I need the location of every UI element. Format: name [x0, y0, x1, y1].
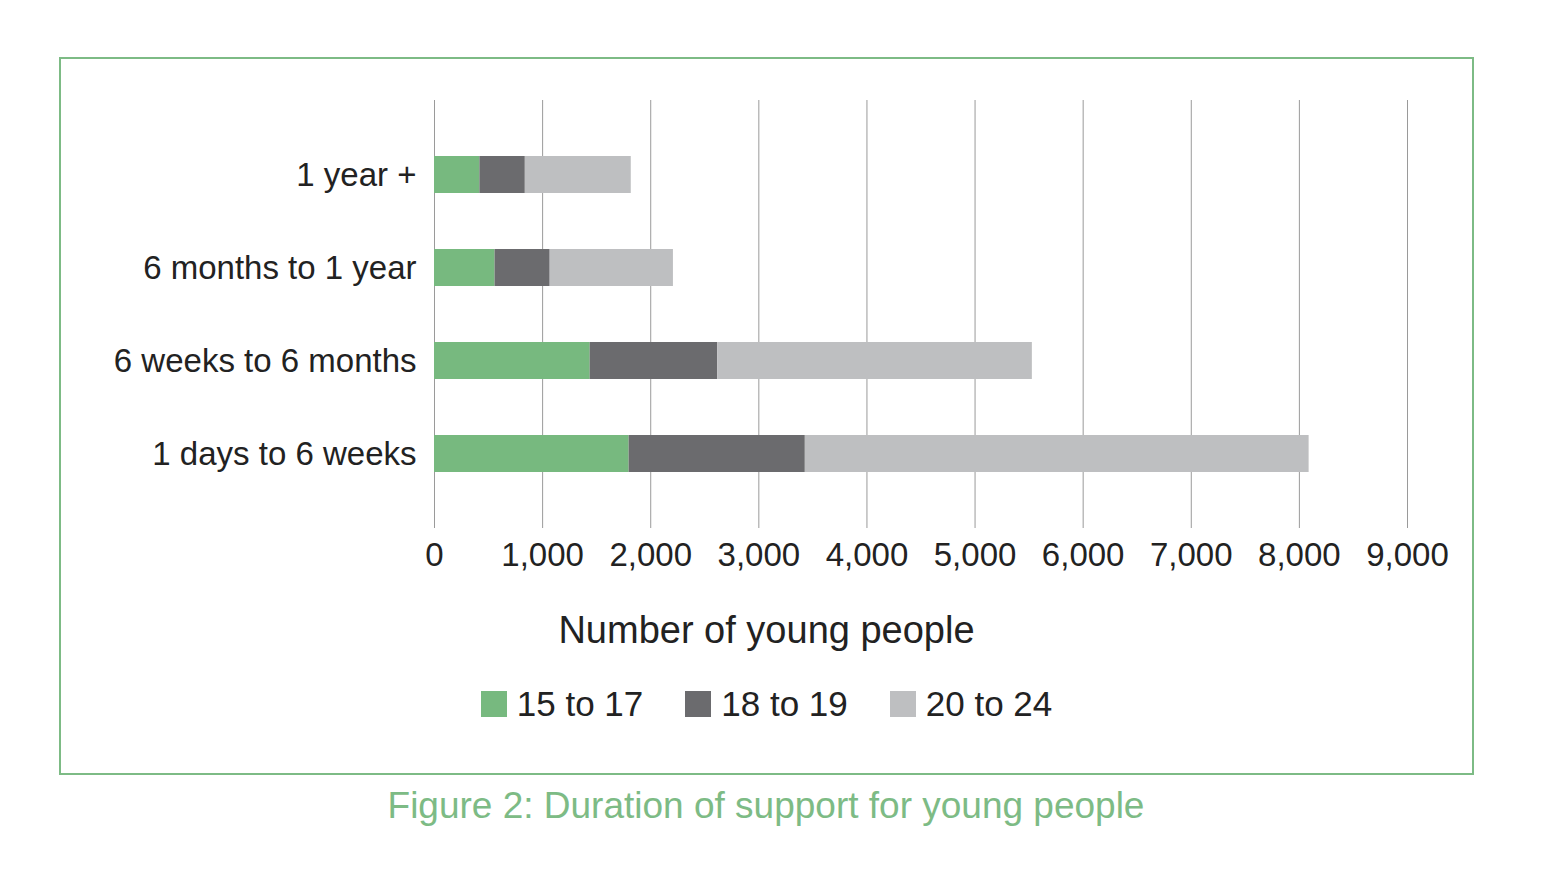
- svg-text:1,000: 1,000: [501, 536, 584, 573]
- svg-text:9,000: 9,000: [1366, 536, 1449, 573]
- svg-text:6,000: 6,000: [1042, 536, 1125, 573]
- svg-text:5,000: 5,000: [934, 536, 1017, 573]
- svg-text:1 year +: 1 year +: [296, 156, 416, 193]
- svg-text:6 weeks to 6 months: 6 weeks to 6 months: [114, 342, 417, 379]
- svg-text:1 days to 6 weeks: 1 days to 6 weeks: [152, 435, 416, 472]
- html-text:Number of young people: Number of young people: [558, 609, 975, 651]
- svg-text:0: 0: [425, 536, 443, 573]
- svg-text:4,000: 4,000: [826, 536, 909, 573]
- svg-text:3,000: 3,000: [718, 536, 801, 573]
- html-text:15 to 17: 15 to 17: [516, 684, 644, 723]
- html-text:Figure 2: Duration of support: Figure 2: Duration of support for young …: [387, 785, 1145, 826]
- svg-text:2,000: 2,000: [609, 536, 692, 573]
- html-text:20 to 24: 20 to 24: [925, 684, 1053, 723]
- svg-text:8,000: 8,000: [1258, 536, 1341, 573]
- svg-text:6 months to 1 year: 6 months to 1 year: [143, 249, 416, 286]
- html-text:18 to 19: 18 to 19: [721, 684, 848, 723]
- svg-text:7,000: 7,000: [1150, 536, 1233, 573]
